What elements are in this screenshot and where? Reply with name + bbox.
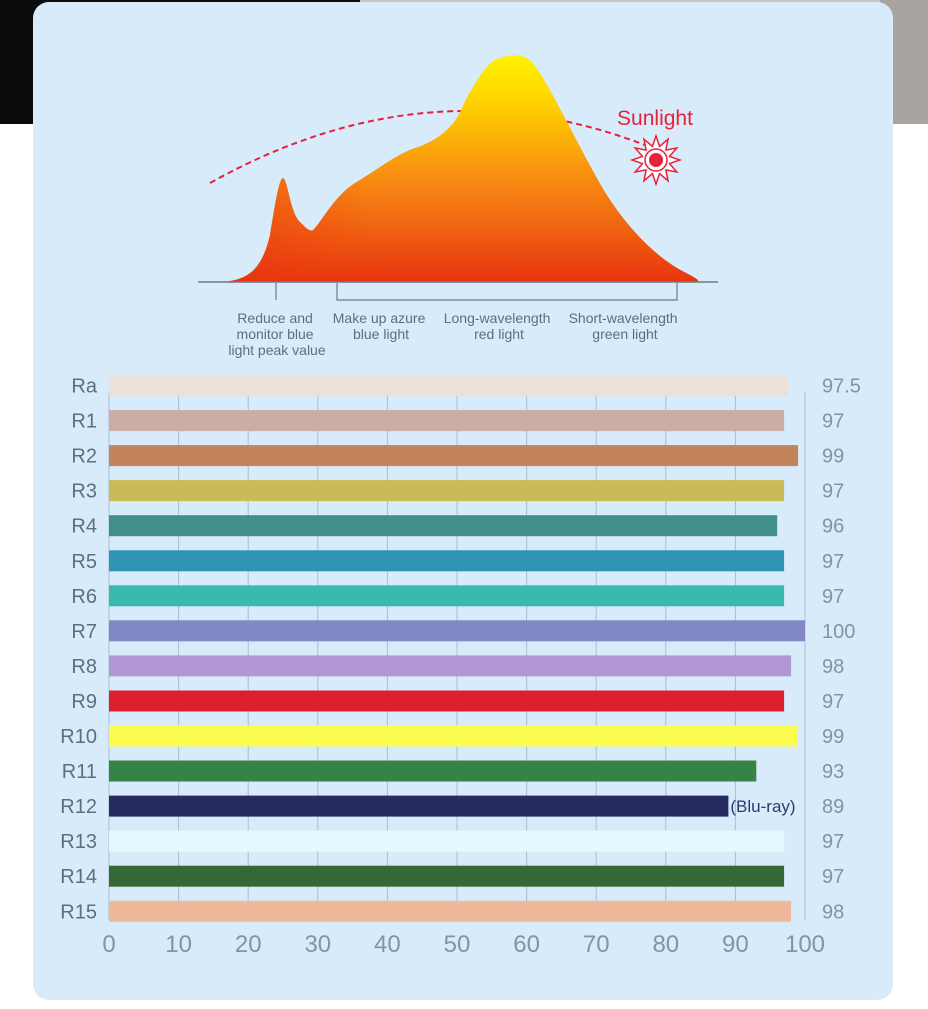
value-label-ra: 97.5 xyxy=(822,376,861,398)
spectrum-graphic: Sunlight Reduce and monitor blue light p… xyxy=(198,55,718,358)
sun-icon xyxy=(629,133,683,187)
bar-r5 xyxy=(109,550,785,572)
annotation-azure: Make up azure blue light xyxy=(333,310,430,342)
bar-r15 xyxy=(109,900,792,922)
spectrum-curve-shade xyxy=(222,55,698,282)
category-label-r8: R8 xyxy=(71,656,97,678)
x-tick-label: 10 xyxy=(165,931,192,958)
category-label-r14: R14 xyxy=(60,866,97,888)
bars xyxy=(109,375,805,922)
annotation-azure-line-2: blue light xyxy=(353,326,409,342)
annotation-green-line-2: green light xyxy=(592,326,657,342)
annotation-azure-line-1: Make up azure xyxy=(333,310,426,326)
annotation-red: Long-wavelength red light xyxy=(444,310,555,342)
sun-core xyxy=(649,153,663,167)
bar-r4 xyxy=(109,515,778,537)
bar-r2 xyxy=(109,445,798,467)
annotation-red-line-2: red light xyxy=(474,326,524,342)
x-tick-label: 90 xyxy=(722,931,749,958)
value-label-r2: 99 xyxy=(822,446,844,468)
value-label-r1: 97 xyxy=(822,411,844,433)
category-label-r12: R12 xyxy=(60,796,97,818)
value-label-r11: 93 xyxy=(822,761,844,783)
bar-r8 xyxy=(109,655,792,677)
bar-r7 xyxy=(109,620,805,642)
category-label-r10: R10 xyxy=(60,726,97,748)
value-label-r13: 97 xyxy=(822,831,844,853)
sunlight-arc xyxy=(209,109,651,184)
x-tick-label: 40 xyxy=(374,931,401,958)
range-bracket xyxy=(336,283,678,301)
category-label-r4: R4 xyxy=(71,516,97,538)
bar-r6 xyxy=(109,585,785,607)
category-labels: Ra R1 R2 R3 R4 R5 R6 R7 R8 R9 R10 R11 R12 R13 R14 R15 xyxy=(60,376,98,924)
x-tick-label: 20 xyxy=(235,931,262,958)
annotation-green: Short-wavelength green light xyxy=(569,310,682,342)
bar-annotation-r12: (Blu-ray) xyxy=(730,797,795,816)
value-label-r14: 97 xyxy=(822,866,844,888)
bar-r9 xyxy=(109,690,785,712)
value-label-r7: 100 xyxy=(822,621,855,643)
x-tick-label: 30 xyxy=(304,931,331,958)
value-label-r12: 89 xyxy=(822,796,844,818)
sunlight-label: Sunlight xyxy=(617,107,693,130)
x-tick-label: 100 xyxy=(785,931,825,958)
category-label-ra: Ra xyxy=(71,376,97,398)
category-label-r15: R15 xyxy=(60,901,97,923)
annotation-peak-line-3: light peak value xyxy=(228,342,326,358)
annotation-red-line-1: Long-wavelength xyxy=(444,310,551,326)
value-label-r9: 97 xyxy=(822,691,844,713)
category-label-r2: R2 xyxy=(71,446,97,468)
cri-bar-chart: Ra R1 R2 R3 R4 R5 R6 R7 R8 R9 R10 R11 R12 R13 R14 R15 9… xyxy=(60,375,861,958)
bar-r10 xyxy=(109,725,798,747)
category-label-r6: R6 xyxy=(71,586,97,608)
bar-annotations: (Blu-ray) xyxy=(730,797,795,816)
category-label-r13: R13 xyxy=(60,831,97,853)
x-axis-ticks: 0 10 20 30 40 50 60 70 80 90 100 xyxy=(102,931,825,958)
category-label-r1: R1 xyxy=(71,411,97,433)
value-label-r6: 97 xyxy=(822,586,844,608)
x-tick-label: 0 xyxy=(102,931,115,958)
value-label-r8: 98 xyxy=(822,656,844,678)
x-tick-label: 70 xyxy=(583,931,610,958)
category-label-r11: R11 xyxy=(62,761,97,783)
value-label-r15: 98 xyxy=(822,901,844,923)
category-label-r9: R9 xyxy=(71,691,97,713)
value-label-r3: 97 xyxy=(822,481,844,503)
category-label-r7: R7 xyxy=(71,621,97,643)
annotation-peak-line-2: monitor blue xyxy=(237,326,314,342)
bar-r12 xyxy=(109,795,729,817)
x-tick-label: 60 xyxy=(513,931,540,958)
value-labels: 97.5 97 99 97 96 97 97 100 98 97 99 93 89 97 97 98 xyxy=(822,376,861,924)
value-label-r4: 96 xyxy=(822,516,844,538)
bar-r13 xyxy=(109,830,785,852)
bar-r1 xyxy=(109,410,785,432)
category-label-r3: R3 xyxy=(71,481,97,503)
annotation-peak: Reduce and monitor blue light peak value xyxy=(228,310,326,358)
x-tick-label: 80 xyxy=(652,931,679,958)
bar-r14 xyxy=(109,865,785,887)
category-label-r5: R5 xyxy=(71,551,97,573)
value-label-r10: 99 xyxy=(822,726,844,748)
annotation-peak-line-1: Reduce and xyxy=(237,310,313,326)
annotation-green-line-1: Short-wavelength xyxy=(569,310,678,326)
value-label-r5: 97 xyxy=(822,551,844,573)
bar-r11 xyxy=(109,760,757,782)
bar-r3 xyxy=(109,480,785,502)
x-tick-label: 50 xyxy=(444,931,471,958)
bar-ra xyxy=(109,375,788,396)
